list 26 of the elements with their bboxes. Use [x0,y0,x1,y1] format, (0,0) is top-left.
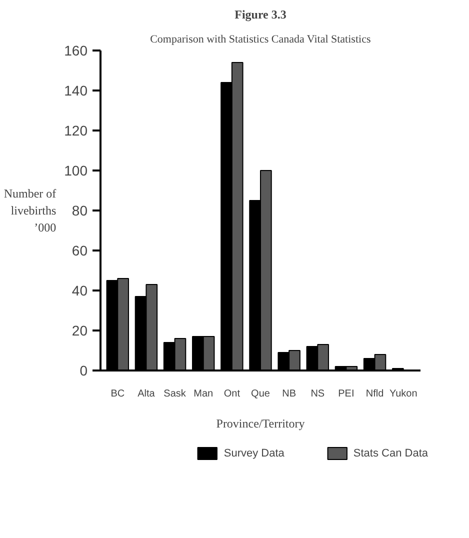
x-tick-label: Man [194,388,214,400]
chart-title: Figure 3.3 [234,8,286,22]
y-tick-label: 100 [64,162,88,178]
x-tick-label: NS [310,388,325,400]
y-tick-label: 60 [72,242,88,258]
y-tick-label: 120 [64,122,88,138]
y-tick-label: 160 [64,42,88,58]
x-tick-label: Que [251,388,270,400]
y-axis-title: Number of livebirths ’000 [4,186,56,234]
y-tick-label: 140 [64,82,88,98]
x-tick-label: Sask [164,388,187,400]
x-tick-label: PEI [338,388,354,400]
legend-label: Survey Data [224,447,284,459]
x-tick-label: BC [110,388,125,400]
x-axis-title: Province/Territory [216,416,305,430]
y-tick-label: 0 [80,362,88,378]
x-tick-label: Ont [224,388,240,400]
chart-subtitle: Comparison with Statistics Canada Vital Statistics [150,34,371,46]
x-tick-label: NB [282,388,296,400]
x-tick-label: Yukon [389,388,418,400]
y-tick-label: 80 [72,202,88,218]
y-tick-label: 20 [72,322,88,338]
x-tick-label: Nfld [366,388,384,400]
x-tick-label: Alta [138,388,156,400]
y-tick-label: 40 [72,282,88,298]
legend-label: Stats Can Data [353,447,428,459]
